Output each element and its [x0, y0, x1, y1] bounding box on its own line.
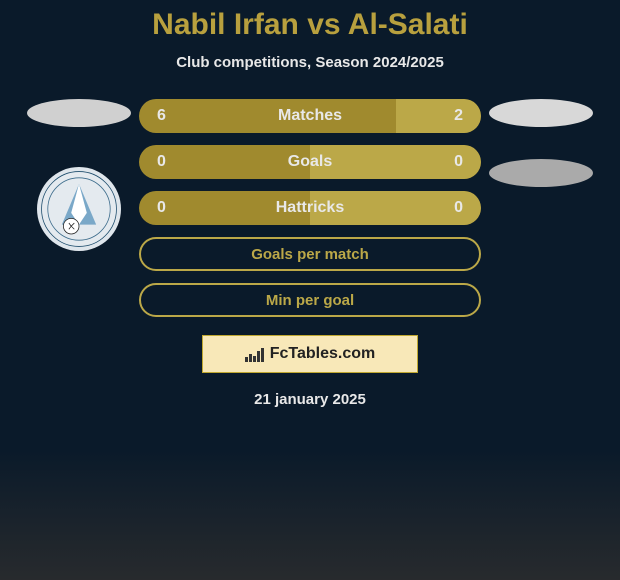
player-badge-right-shadow	[489, 99, 593, 127]
stats-bars: 6 Matches 2 0 Goals 0 0 Hattricks 0 Goal…	[139, 99, 481, 317]
player-club-right-shadow	[489, 159, 593, 187]
footer-date: 21 january 2025	[254, 391, 366, 408]
subtitle: Club competitions, Season 2024/2025	[176, 54, 444, 71]
stat-value-right: 2	[454, 107, 463, 125]
stat-value-right: 0	[454, 199, 463, 217]
comparison-widget: Nabil Irfan vs Al-Salati Club competitio…	[0, 0, 620, 408]
stat-label: Matches	[139, 107, 481, 125]
logo-text: FcTables.com	[270, 345, 376, 363]
bar-chart-icon	[245, 346, 264, 362]
stat-label: Hattricks	[139, 199, 481, 217]
bottom-gradient	[0, 450, 620, 580]
club-crest-icon	[40, 170, 118, 248]
stat-bar-min-per-goal: Min per goal	[139, 283, 481, 317]
player-badge-left-shadow	[27, 99, 131, 127]
source-logo[interactable]: FcTables.com	[202, 335, 418, 373]
content-row: 6 Matches 2 0 Goals 0 0 Hattricks 0 Goal…	[0, 99, 620, 317]
stat-label: Goals per match	[251, 246, 369, 263]
page-title: Nabil Irfan vs Al-Salati	[152, 8, 468, 42]
player-club-badge-left	[37, 167, 121, 251]
stat-value-right: 0	[454, 153, 463, 171]
right-player-col	[481, 99, 601, 195]
left-player-col	[19, 99, 139, 251]
stat-bar-goals-per-match: Goals per match	[139, 237, 481, 271]
stat-bar-hattricks: 0 Hattricks 0	[139, 191, 481, 225]
stat-bar-matches: 6 Matches 2	[139, 99, 481, 133]
stat-label: Min per goal	[266, 292, 354, 309]
stat-label: Goals	[139, 153, 481, 171]
stat-bar-goals: 0 Goals 0	[139, 145, 481, 179]
